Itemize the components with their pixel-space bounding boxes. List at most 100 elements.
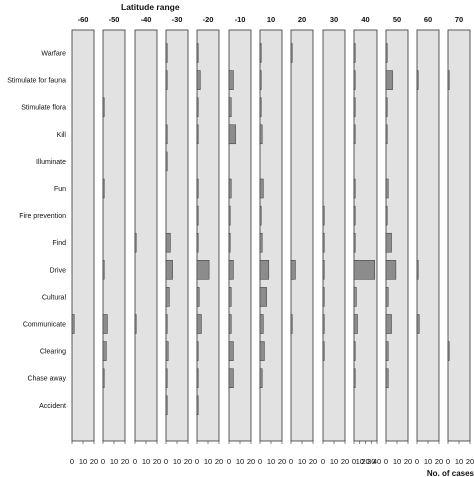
bar xyxy=(385,260,397,280)
bar xyxy=(259,260,270,280)
tick-label: 0 xyxy=(352,457,356,466)
bar xyxy=(165,232,171,253)
bar xyxy=(196,178,199,199)
chart-title-bottom: No. of cases xyxy=(427,469,474,477)
bar xyxy=(353,178,356,199)
latitude-band-label: -60 xyxy=(78,15,89,24)
bar xyxy=(385,232,392,253)
bar xyxy=(134,314,137,334)
latitude-panel: -10 0 10 20 xyxy=(227,15,255,466)
bar xyxy=(259,97,262,117)
bar xyxy=(385,205,388,226)
category-labels: Warfare Stimulate for fauna Stimulate flor… xyxy=(7,51,66,410)
tick-label: 0 xyxy=(384,457,388,466)
category-label: Cultural xyxy=(42,294,67,301)
latitude-band-label: 30 xyxy=(330,15,338,24)
latitude-band-label: 50 xyxy=(393,15,401,24)
latitude-band-label: -30 xyxy=(172,15,183,24)
bar xyxy=(196,395,199,416)
bar xyxy=(102,314,108,334)
tick-label: 10 xyxy=(267,457,275,466)
latitude-panel: -60 0 10 20 xyxy=(70,15,98,466)
latitude-band-label: 40 xyxy=(361,15,369,24)
bar xyxy=(353,260,375,280)
bar xyxy=(196,287,200,307)
category-label: Fun xyxy=(54,186,66,193)
bar xyxy=(259,341,265,361)
category-label: Drive xyxy=(50,267,66,274)
tick-label: 20 xyxy=(361,457,369,466)
tick-label: 10 xyxy=(79,457,87,466)
tick-label: 20 xyxy=(404,457,412,466)
bar xyxy=(385,178,389,199)
bar xyxy=(290,260,296,280)
tick-label: 20 xyxy=(341,457,349,466)
bar xyxy=(353,232,356,253)
category-label: Communicate xyxy=(23,322,66,329)
panel-background xyxy=(259,29,283,442)
category-label: Warfare xyxy=(41,51,66,58)
tick-label: 0 xyxy=(415,457,419,466)
category-label: Stimulate flora xyxy=(21,105,66,112)
bar xyxy=(322,287,325,307)
bar xyxy=(447,70,450,90)
category-label: Find xyxy=(52,240,66,247)
bar xyxy=(259,232,263,253)
panel-background xyxy=(290,29,314,442)
bar xyxy=(353,43,356,63)
bar xyxy=(259,178,264,199)
tick-label: 20 xyxy=(435,457,443,466)
bar xyxy=(71,314,75,334)
bar xyxy=(416,260,419,280)
bar xyxy=(385,314,392,334)
tick-label: 0 xyxy=(70,457,74,466)
latitude-panel: -20 0 10 20 xyxy=(195,15,223,466)
category-label: Chase away xyxy=(27,376,66,383)
bar xyxy=(102,341,107,361)
tick-label: 0 xyxy=(289,457,293,466)
bar xyxy=(165,260,173,280)
bar xyxy=(228,287,232,307)
bar xyxy=(228,97,232,117)
bar xyxy=(228,260,234,280)
bar xyxy=(259,43,262,63)
tick-label: 0 xyxy=(321,457,325,466)
bar xyxy=(353,97,356,117)
bar xyxy=(228,205,231,226)
tick-label: 0 xyxy=(101,457,105,466)
bar xyxy=(196,43,199,63)
latitude-panel: -30 0 10 20 xyxy=(164,15,192,466)
tick-label: 0 xyxy=(164,457,168,466)
latitude-band-label: 60 xyxy=(424,15,432,24)
bar xyxy=(196,341,199,361)
category-label: Accident xyxy=(39,403,66,410)
bar xyxy=(322,341,325,361)
bar xyxy=(322,232,325,253)
bar xyxy=(385,97,388,117)
bar xyxy=(259,314,264,334)
tick-label: 0 xyxy=(446,457,450,466)
bar xyxy=(353,287,357,307)
bar xyxy=(259,124,263,145)
latitude-panel: -50 0 10 20 xyxy=(101,15,129,466)
tick-label: 10 xyxy=(330,457,338,466)
tick-label: 10 xyxy=(393,457,401,466)
category-label: Illuminate xyxy=(36,159,66,166)
bar xyxy=(165,341,169,361)
latitude-panel: -40 0 10 20 xyxy=(133,15,161,466)
category-label: Kill xyxy=(57,132,67,139)
bar xyxy=(196,124,199,145)
tick-label: 20 xyxy=(153,457,161,466)
tick-label: 20 xyxy=(309,457,317,466)
latitude-band-label: -40 xyxy=(141,15,152,24)
latitude-band-label: -50 xyxy=(109,15,120,24)
tick-label: 20 xyxy=(278,457,286,466)
bar xyxy=(290,43,293,63)
bar xyxy=(102,368,105,388)
bar xyxy=(353,124,356,145)
latitude-band-label: 70 xyxy=(455,15,463,24)
tick-label: 10 xyxy=(204,457,212,466)
bar xyxy=(165,314,168,334)
panel-background xyxy=(134,29,158,442)
